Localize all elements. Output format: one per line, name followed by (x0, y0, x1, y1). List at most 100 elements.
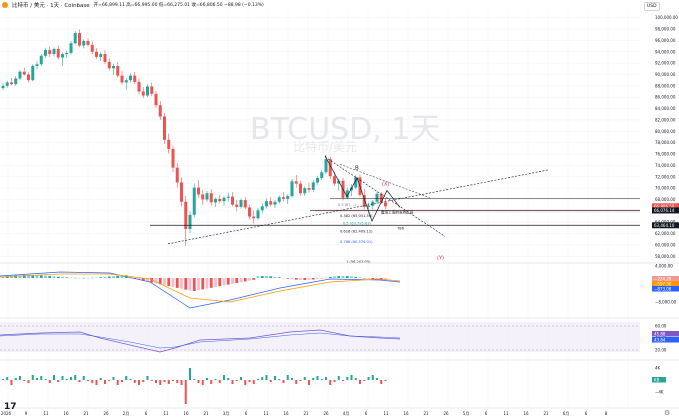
volume-bar (61, 376, 64, 380)
macd-histogram-bar (163, 278, 166, 286)
volume-bar (70, 377, 72, 380)
candle-body (61, 54, 64, 58)
candle-body (86, 40, 90, 45)
fib-0382-label: 0.382 (65,051.50) (340, 214, 373, 218)
macd-histogram-bar (277, 277, 281, 278)
volume-bar (223, 375, 225, 380)
watermark-subtitle: 比特币/美元 (293, 140, 358, 154)
volume-bar (371, 375, 374, 380)
volume-bar (197, 380, 200, 383)
volume-bar (201, 380, 204, 385)
volume-bar (172, 380, 174, 381)
macd-badge (652, 286, 679, 292)
candle-body (180, 182, 183, 202)
volume-bar (248, 380, 251, 382)
time-tick-label: 6 (485, 411, 488, 416)
price-badge-label: 63,464.10 (654, 223, 675, 228)
macd-histogram-bar (256, 276, 260, 278)
candle-body (290, 181, 294, 197)
candle-body (150, 86, 154, 94)
volume-bar (265, 375, 268, 380)
volume-bar (133, 380, 136, 383)
price-tick-label: 58,000.00 (655, 254, 676, 259)
volume-bar (167, 380, 170, 384)
macd-histogram-bar (354, 276, 358, 278)
macd-histogram-bar (299, 278, 302, 280)
price-tick-label: 100,000.00 (655, 15, 678, 20)
time-tick-label: 16 (63, 411, 69, 416)
fib-0786-label: 0.786 (60,574.01) (340, 240, 373, 244)
time-tick-label: 21 (303, 411, 309, 416)
volume-bar (240, 377, 242, 380)
time-tick-label: 4月 (343, 411, 350, 416)
price-tick-label: 74,000.00 (655, 163, 676, 168)
volume-bar (116, 380, 119, 385)
volume-bar (78, 380, 81, 382)
time-tick-label: 21 (83, 411, 89, 416)
volume-bar (65, 379, 68, 380)
macd-histogram-bar (243, 278, 247, 282)
volume-bar (40, 376, 43, 380)
candle-body (69, 43, 73, 53)
macd-histogram-bar (252, 278, 256, 280)
volume-bar (337, 376, 340, 380)
candle-body (65, 52, 69, 55)
time-tick-label: 5月 (463, 411, 470, 416)
price-tick-label: 86,000.00 (655, 95, 676, 100)
macd-histogram-bar (222, 278, 226, 286)
wave-b-label: B (355, 165, 359, 171)
candle-body (22, 71, 26, 75)
macd-histogram-bar (294, 278, 298, 280)
candle-body (256, 210, 260, 219)
price-tick-label: 78,000.00 (655, 140, 676, 145)
rsi-line (0, 329, 401, 353)
candle-body (320, 172, 324, 178)
price-badge-label: 66,806.50 (654, 204, 675, 209)
candle-body (345, 190, 349, 198)
volume-badge (652, 377, 666, 383)
volume-bar (257, 379, 259, 380)
macd-histogram-bar (231, 278, 234, 284)
currency-button[interactable]: USD (644, 2, 660, 11)
macd-histogram-bar (269, 276, 273, 278)
tradingview-logo-icon[interactable]: 17 (4, 402, 17, 412)
candle-body (311, 182, 315, 190)
price-tick-label: 90,000.00 (655, 72, 676, 77)
volume-bar (291, 378, 293, 380)
macd-line (0, 271, 401, 309)
macd-histogram-bar (5, 276, 9, 278)
support-zone (315, 209, 640, 213)
time-tick-label: 16 (283, 411, 289, 416)
volume-bar (108, 380, 111, 381)
volume-bar (23, 380, 26, 381)
time-tick-label: 2月 (123, 411, 130, 416)
volume-bar (359, 380, 361, 384)
candle-body (333, 176, 336, 184)
gear-icon[interactable]: ⚙ (664, 409, 671, 417)
time-tick-label: 8 (605, 411, 608, 416)
candle-body (337, 180, 341, 184)
candle-body (354, 177, 358, 188)
macd-histogram-bar (103, 276, 107, 278)
time-tick-label: 16 (403, 411, 409, 416)
time-tick-label: 11 (383, 411, 389, 416)
symbol-title[interactable]: 比特币 / 美元 · 1天 · Coinbase (12, 3, 90, 9)
volume-bar (303, 377, 306, 380)
candle-body (243, 200, 247, 208)
rsi-tick-label: 20.00 (655, 348, 667, 353)
time-tick-label: 21 (203, 411, 209, 416)
macd-histogram-bar (116, 275, 120, 278)
symbol-icon (2, 2, 8, 8)
macd-histogram-bar (316, 278, 319, 279)
ohlc-readout: 开=66,899.11 高=66,995.00 低=66,275.01 收=66… (93, 3, 264, 8)
macd-badge (652, 281, 679, 287)
volume-bar (316, 376, 319, 380)
candle-body (260, 206, 264, 211)
volume-bar (19, 376, 21, 380)
macd-histogram-bar (197, 278, 200, 291)
volume-bar (346, 377, 349, 380)
rsi-badge (652, 337, 679, 343)
macd-histogram-bar (141, 278, 145, 281)
macd-histogram-bar (180, 278, 183, 289)
